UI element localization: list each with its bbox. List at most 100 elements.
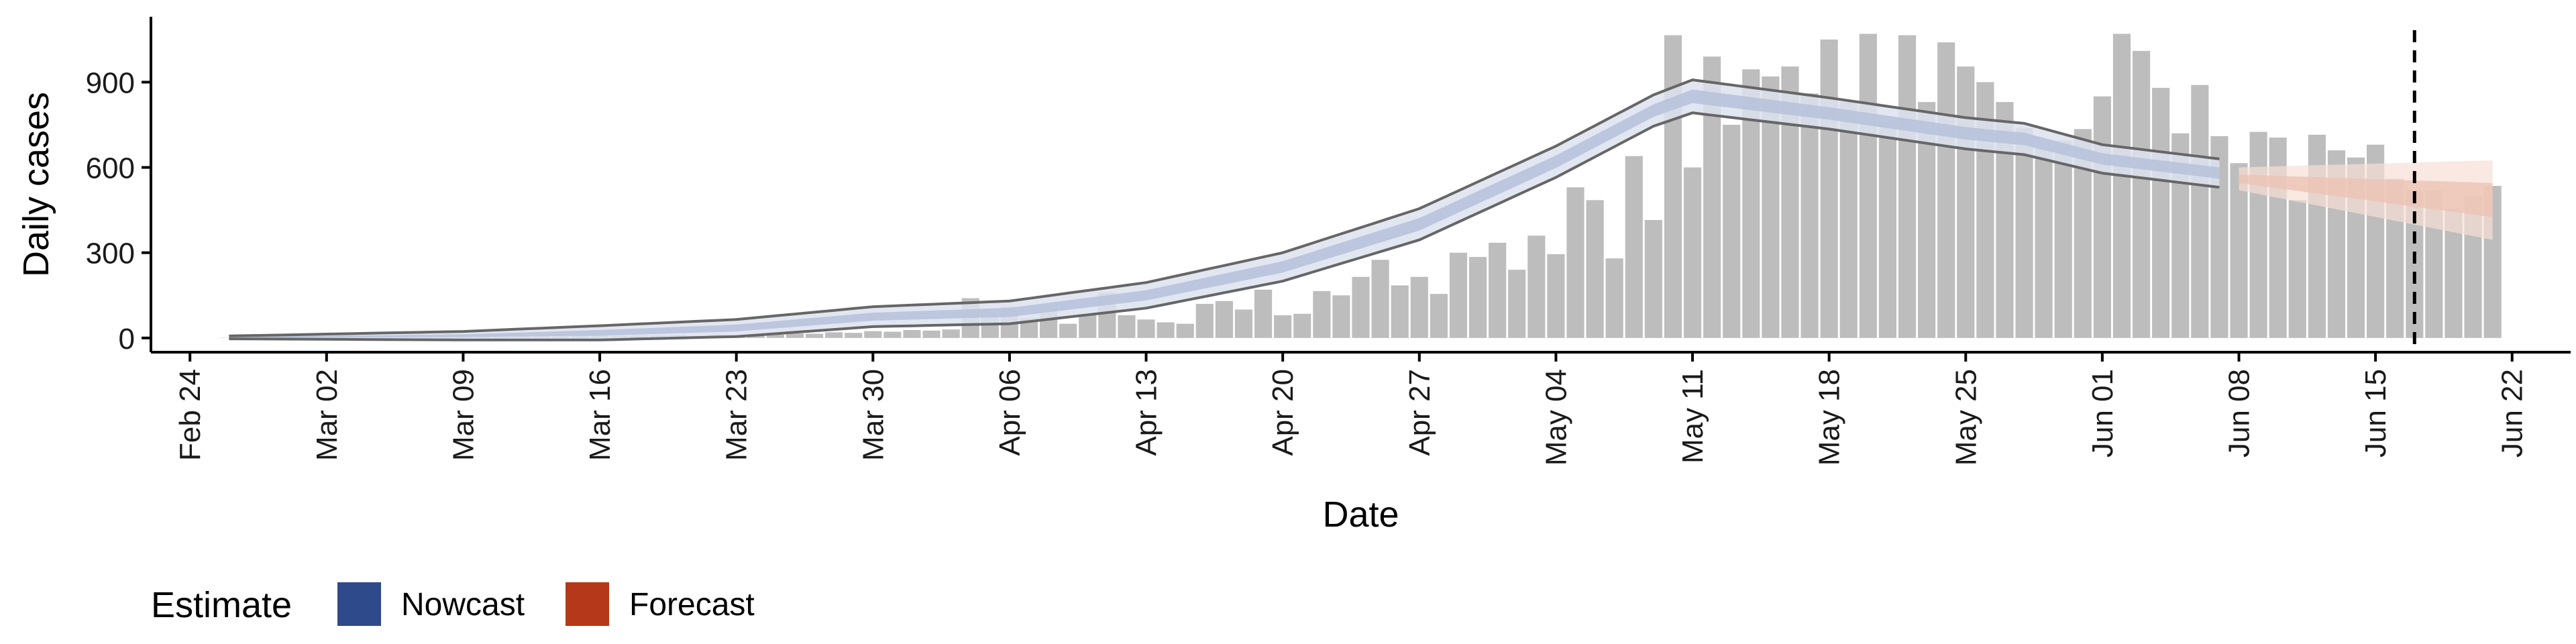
bar [2132, 50, 2151, 338]
bar [786, 333, 804, 338]
y-tick-label: 600 [86, 152, 135, 185]
legend-key-nowcast [337, 582, 381, 626]
bar [1878, 121, 1896, 338]
bar [1586, 200, 1604, 338]
legend: Estimate Nowcast Forecast [151, 582, 755, 626]
y-tick-label: 0 [119, 323, 135, 356]
bar [845, 333, 863, 338]
x-tick-label: May 11 [1676, 369, 1709, 464]
bar [2112, 34, 2131, 338]
bar [922, 330, 941, 338]
bar [1137, 319, 1155, 338]
bar [1898, 35, 1917, 338]
bar [1391, 285, 1409, 338]
bar [1371, 260, 1389, 338]
axes-group: 0 300 600 900 Feb 24 Mar 02 Mar 09 Mar 16 Mar 23… [86, 17, 2571, 466]
y-tick-label: 300 [86, 237, 135, 270]
bar [1820, 39, 1838, 338]
x-tick-label: Mar 30 [857, 369, 890, 461]
bar [1527, 235, 1546, 338]
x-tick-label: Mar 02 [311, 369, 343, 461]
x-tick-label: Apr 13 [1130, 369, 1163, 456]
x-tick-label: Mar 09 [447, 369, 480, 461]
legend-key-forecast [566, 582, 609, 626]
bar [942, 329, 960, 338]
bar [1195, 303, 1214, 338]
legend-title: Estimate [151, 585, 292, 625]
x-tick-label: May 25 [1949, 369, 1982, 466]
bar [1352, 276, 1370, 338]
bar [2054, 140, 2072, 338]
y-tick-label: 900 [86, 66, 135, 99]
bar [2230, 163, 2248, 338]
bar [1664, 35, 1682, 338]
x-tick-label: Feb 24 [174, 369, 207, 461]
bars-group [220, 34, 2502, 338]
y-axis-title: Daily cases [16, 92, 56, 277]
bar [1605, 258, 1623, 338]
x-tick-label: Mar 16 [584, 369, 616, 461]
bar [1254, 289, 1273, 338]
bar [1723, 125, 1741, 338]
x-tick-label: Apr 27 [1403, 369, 1436, 456]
bar [1957, 66, 1975, 338]
bar [1449, 252, 1468, 338]
bar [1079, 313, 1097, 338]
bar [1839, 102, 1858, 338]
bar [1293, 313, 1311, 338]
bar [903, 329, 921, 338]
legend-label-forecast: Forecast [629, 587, 755, 623]
lines-group [229, 78, 2220, 341]
bar [1468, 257, 1487, 338]
bar [825, 332, 843, 338]
bar [1547, 254, 1565, 338]
x-tick-label: Jun 08 [2222, 369, 2255, 458]
bar [1801, 93, 1819, 338]
nowcast-upper-line [229, 78, 2220, 337]
bar [1332, 295, 1350, 338]
x-tick-label: May 18 [1813, 369, 1846, 466]
legend-label-nowcast: Nowcast [401, 587, 525, 623]
x-tick-label: Jun 15 [2359, 369, 2392, 458]
x-tick-label: Mar 23 [720, 369, 753, 461]
bar [1566, 187, 1585, 338]
bar [1059, 323, 1077, 338]
x-tick-label: Apr 20 [1267, 369, 1299, 456]
bar [1313, 290, 1331, 338]
x-axis-title: Date [1322, 494, 1399, 535]
bar [2288, 200, 2306, 338]
nowcast-lower-line [229, 111, 2220, 341]
bar [1683, 167, 1702, 338]
bar [2093, 96, 2111, 338]
bar [883, 331, 902, 338]
bar [1508, 270, 1526, 338]
bar [1937, 42, 1955, 338]
x-tick-label: Jun 22 [2496, 369, 2529, 458]
bar [766, 334, 784, 338]
bands-group [229, 80, 2493, 340]
bar [1157, 322, 1175, 338]
bar [2015, 127, 2033, 338]
bar [864, 331, 882, 338]
bar [1489, 242, 1507, 338]
bar [1644, 219, 1662, 338]
bar [2035, 147, 2053, 338]
bar [2191, 85, 2209, 338]
bar [1234, 309, 1253, 338]
bar [1410, 276, 1428, 338]
bar [1176, 323, 1194, 338]
bar [2249, 131, 2267, 338]
bar [1859, 34, 1877, 338]
bar [1625, 156, 1643, 338]
bar [1274, 315, 1292, 338]
bar [2152, 87, 2170, 338]
forecast-band-inner [2239, 174, 2493, 217]
bar [1118, 315, 1136, 338]
nowcast-band-outer [229, 80, 2220, 340]
x-tick-label: Jun 01 [2086, 369, 2119, 458]
x-tick-label: May 04 [1540, 369, 1572, 466]
bar [805, 333, 824, 338]
x-tick-label: Apr 06 [994, 369, 1026, 456]
bar [1430, 294, 1448, 338]
